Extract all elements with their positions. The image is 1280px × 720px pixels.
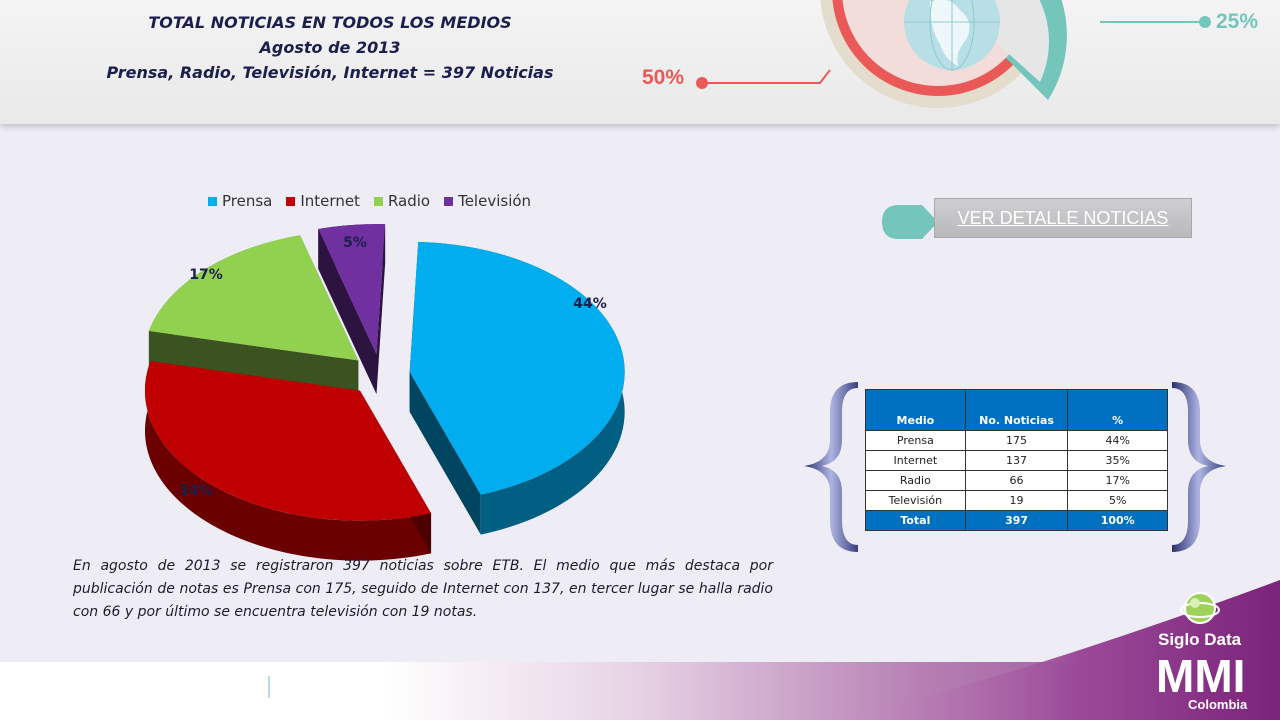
pie-wall-1 — [144, 361, 432, 561]
table-row: Internet 137 35% — [865, 450, 1168, 471]
legend-swatch-television — [444, 196, 454, 206]
left-brace — [804, 382, 858, 552]
table-row: Prensa 175 44% — [865, 430, 1168, 451]
header-no-noticias: No. Noticias — [964, 389, 1069, 431]
brand-panel — [830, 580, 1280, 720]
brand-mmi: MMI — [1156, 650, 1246, 702]
legend-swatch-radio — [373, 196, 383, 206]
right-brace — [1172, 382, 1226, 552]
cell-medio: Radio — [865, 470, 966, 491]
news-summary-table: Medio No. Noticias % Prensa 175 44% Inte… — [865, 389, 1168, 531]
cell-percent: 17% — [1067, 470, 1168, 491]
header-medio: Medio — [865, 389, 966, 431]
footer-divider — [268, 676, 270, 698]
view-news-detail-button[interactable]: VER DETALLE NOTICIAS — [934, 198, 1192, 238]
pie-face-3-1 — [376, 224, 386, 395]
cell-percent: 44% — [1067, 430, 1168, 451]
header-banner: TOTAL NOTICIAS EN TODOS LOS MEDIOS Agost… — [0, 0, 1280, 124]
brand-siglo-data: Siglo Data — [1158, 630, 1242, 649]
cell-medio: Prensa — [865, 430, 966, 451]
table-header-row: Medio No. Noticias % — [865, 389, 1168, 431]
total-percent: 100% — [1067, 510, 1168, 531]
legend-item-internet: Internet — [286, 192, 360, 210]
report-title: TOTAL NOTICIAS EN TODOS LOS MEDIOS Agost… — [40, 10, 620, 85]
header-percent: % — [1067, 389, 1168, 431]
pie-data-label-2: 17% — [189, 267, 223, 283]
table-total-row: Total 397 100% — [865, 510, 1168, 531]
callout-line-left — [700, 69, 831, 84]
chart-legend: Prensa Internet Radio Televisión — [208, 192, 531, 210]
cell-percent: 5% — [1067, 490, 1168, 511]
pie-slice-televisión — [318, 224, 386, 355]
brand-globe-icon — [1180, 592, 1220, 624]
total-count: 397 — [964, 510, 1069, 531]
pie-data-label-1: 34% — [179, 483, 213, 499]
cell-count: 19 — [964, 490, 1069, 511]
legend-item-radio: Radio — [373, 192, 431, 210]
legend-label-internet: Internet — [300, 192, 360, 210]
teal-pointer-icon — [882, 205, 938, 239]
table-row: Televisión 19 5% — [865, 490, 1168, 511]
pie-slice-internet — [144, 361, 432, 521]
summary-paragraph: En agosto de 2013 se registraron 397 not… — [73, 558, 773, 620]
total-label: Total — [865, 510, 966, 531]
pie-face-0-1 — [409, 371, 481, 535]
callout-dot-right — [1199, 16, 1211, 28]
pie-slice-prensa — [409, 241, 625, 495]
legend-swatch-internet — [286, 196, 296, 206]
callout-dot-left — [696, 77, 708, 89]
legend-item-television: Televisión — [444, 192, 531, 210]
legend-item-prensa: Prensa — [208, 192, 272, 210]
title-line-3: Prensa, Radio, Televisión, Internet = 39… — [106, 63, 554, 82]
cell-medio: Televisión — [865, 490, 966, 511]
badge-50-percent: 50% — [642, 66, 685, 89]
legend-label-television: Televisión — [458, 192, 532, 210]
pie-data-label-0: 44% — [573, 296, 607, 312]
pie-data-label-3: 5% — [343, 235, 367, 251]
pie-slice-radio — [148, 235, 359, 361]
cell-count: 137 — [964, 450, 1069, 471]
table-row: Radio 66 17% — [865, 470, 1168, 491]
legend-label-prensa: Prensa — [222, 192, 273, 210]
brand-colombia: Colombia — [1188, 697, 1248, 712]
cell-percent: 35% — [1067, 450, 1168, 471]
legend-label-radio: Radio — [387, 192, 431, 210]
title-line-2: Agosto de 2013 — [259, 38, 401, 57]
pie-face-3-0 — [318, 228, 377, 395]
legend-swatch-prensa — [208, 196, 217, 206]
cell-count: 175 — [964, 430, 1069, 451]
title-line-1: TOTAL NOTICIAS EN TODOS LOS MEDIOS — [148, 13, 512, 32]
badge-25-percent: 25% — [1216, 10, 1259, 33]
cell-medio: Internet — [865, 450, 966, 471]
cell-count: 66 — [964, 470, 1069, 491]
globe-graphic — [696, 0, 1211, 108]
